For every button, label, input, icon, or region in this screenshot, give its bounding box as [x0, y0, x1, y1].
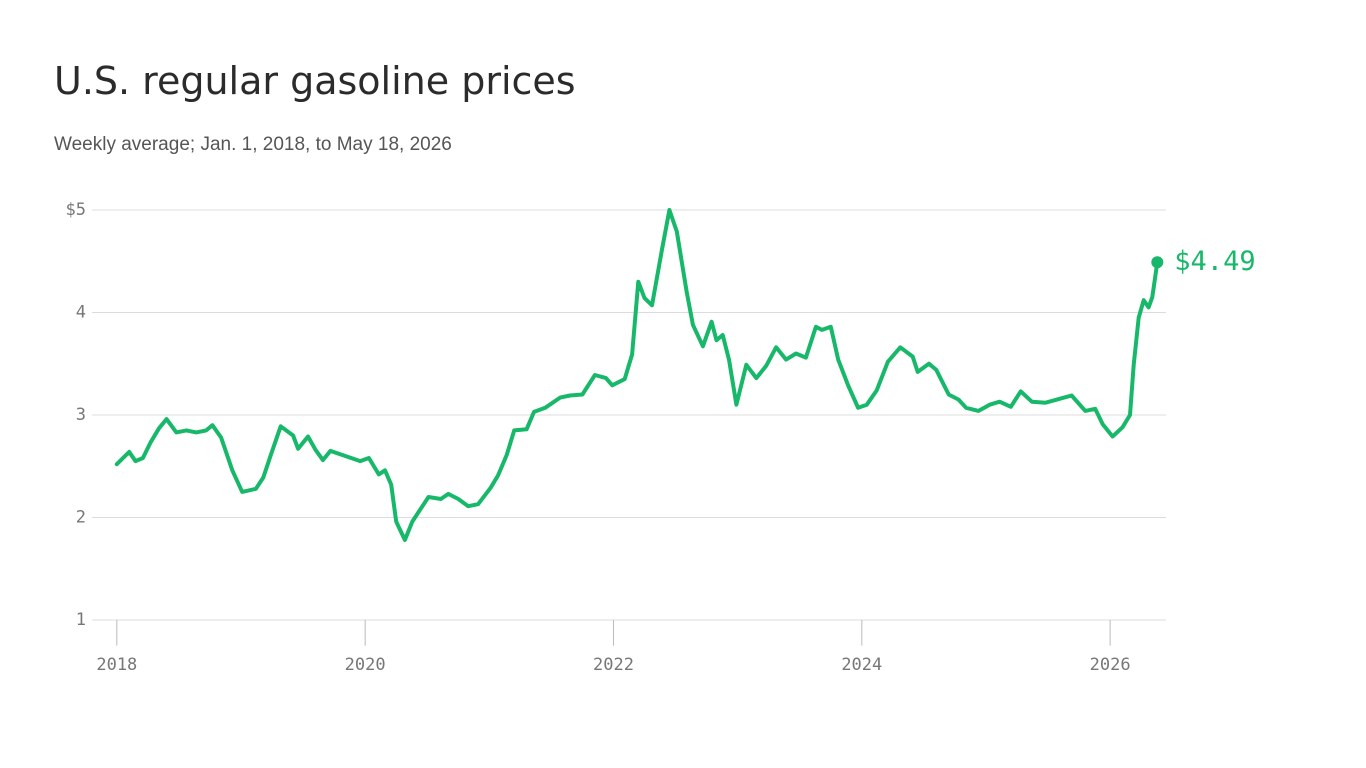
chart-subtitle: Weekly average; Jan. 1, 2018, to May 18,…	[54, 134, 452, 155]
x-tick-label: 2024	[841, 655, 882, 675]
end-dot	[1151, 256, 1164, 269]
end-label: $4.49	[1174, 246, 1255, 277]
y-tick-label: 3	[76, 405, 86, 425]
y-tick-label: 2	[76, 507, 86, 527]
x-tick-label: 2018	[96, 655, 137, 675]
y-tick-label: 4	[76, 302, 86, 322]
chart-title: U.S. regular gasoline prices	[54, 59, 576, 103]
x-tick-label: 2020	[345, 655, 386, 675]
y-tick-label: $5	[66, 200, 86, 220]
price-line	[114, 208, 1160, 542]
y-tick-label: 1	[76, 610, 86, 630]
x-tick-label: 2022	[593, 655, 634, 675]
x-tick-label: 2026	[1090, 655, 1131, 675]
